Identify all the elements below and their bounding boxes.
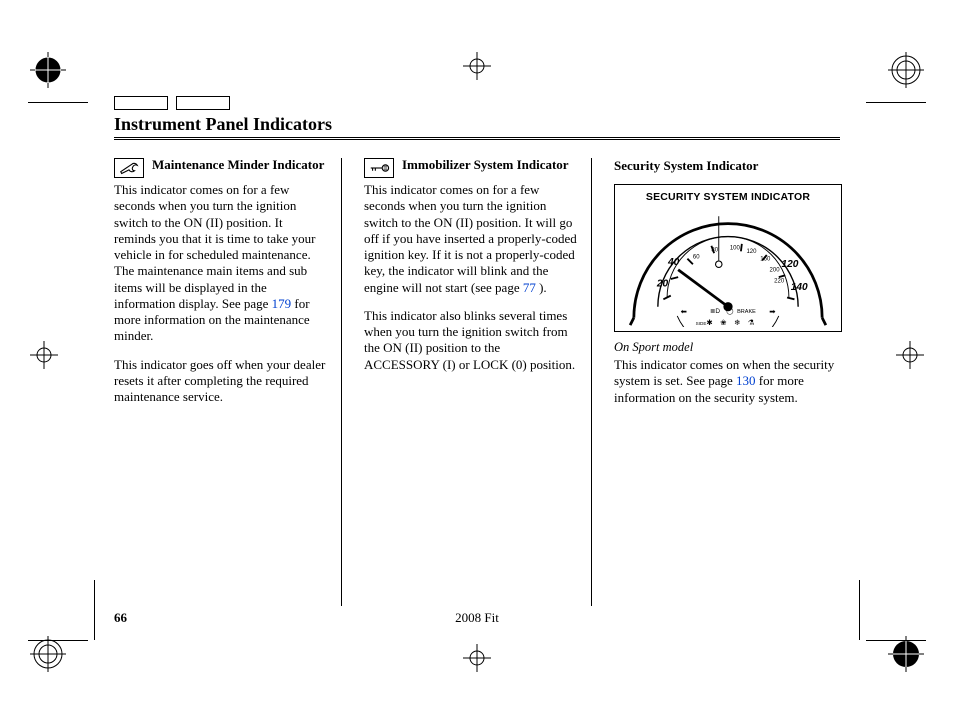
cross-right — [896, 341, 924, 369]
paragraph: This indicator goes off when your dealer… — [114, 357, 327, 406]
paragraph: This indicator comes on when the securit… — [614, 357, 842, 406]
svg-text:≣D: ≣D — [710, 306, 720, 315]
svg-text:120: 120 — [782, 259, 799, 270]
svg-text:⬅: ⬅ — [681, 307, 687, 316]
crop — [866, 102, 926, 103]
text: This indicator comes on for a few second… — [114, 182, 315, 311]
svg-text:60: 60 — [693, 255, 700, 261]
svg-text:✱: ✱ — [706, 318, 712, 327]
crop — [28, 102, 88, 103]
svg-text:➡: ➡ — [769, 307, 775, 316]
section-header: Maintenance Minder Indicator — [114, 158, 327, 178]
section-title: Immobilizer System Indicator — [402, 158, 569, 173]
page-link[interactable]: 130 — [736, 373, 756, 388]
header-box — [114, 96, 168, 110]
svg-text:20: 20 — [656, 278, 669, 289]
speedometer-svg: 20 40 120 140 60 80 100 120 160 200 220 — [619, 207, 837, 327]
rule — [114, 139, 840, 140]
paragraph: This indicator comes on for a few second… — [364, 182, 577, 296]
svg-text:◯: ◯ — [726, 308, 733, 315]
text: This indicator comes on for a few second… — [364, 182, 577, 295]
reg-mark-br — [888, 636, 924, 672]
reg-mark-tr — [888, 52, 924, 88]
crop — [859, 580, 860, 640]
svg-text:220: 220 — [774, 279, 785, 285]
page-link[interactable]: 179 — [272, 296, 292, 311]
reg-mark-bl — [30, 636, 66, 672]
cross-left — [30, 341, 58, 369]
speedometer-figure: SECURITY SYSTEM INDICATOR — [614, 184, 842, 332]
header-box — [176, 96, 230, 110]
on-model-note: On Sport model — [614, 340, 842, 355]
svg-text:❄: ❄ — [734, 318, 740, 327]
svg-text:80: 80 — [711, 247, 718, 253]
svg-text:SIDE: SIDE — [696, 321, 707, 326]
svg-text:200: 200 — [770, 268, 781, 274]
svg-text:BRAKE: BRAKE — [737, 309, 756, 315]
rule — [114, 137, 840, 138]
page: Instrument Panel Indicators Maintenance … — [114, 96, 840, 626]
column-1: Maintenance Minder Indicator This indica… — [114, 158, 342, 606]
section-title: Maintenance Minder Indicator — [152, 158, 324, 173]
footer-model: 2008 Fit — [455, 610, 499, 626]
wrench-icon — [114, 158, 144, 178]
svg-text:160: 160 — [760, 257, 771, 263]
svg-text:140: 140 — [791, 282, 808, 293]
section-title: Security System Indicator — [614, 158, 842, 174]
page-title: Instrument Panel Indicators — [114, 114, 840, 135]
page-link[interactable]: 77 — [523, 280, 536, 295]
cross-bot — [463, 644, 491, 672]
paragraph: This indicator comes on for a few second… — [114, 182, 327, 345]
column-3: Security System Indicator SECURITY SYSTE… — [614, 158, 842, 606]
page-number: 66 — [114, 610, 127, 626]
columns: Maintenance Minder Indicator This indica… — [114, 158, 840, 606]
key-icon — [364, 158, 394, 178]
header-boxes — [114, 96, 840, 110]
text: ). — [539, 280, 547, 295]
reg-mark-tl — [30, 52, 66, 88]
figure-label: SECURITY SYSTEM INDICATOR — [619, 191, 837, 203]
cross-top — [463, 52, 491, 80]
crop — [28, 640, 88, 641]
svg-text:⚗: ⚗ — [748, 318, 755, 327]
column-2: Immobilizer System Indicator This indica… — [364, 158, 592, 606]
svg-text:40: 40 — [667, 257, 680, 268]
section-header: Immobilizer System Indicator — [364, 158, 577, 178]
svg-text:120: 120 — [746, 249, 757, 255]
crop — [94, 580, 95, 640]
crop — [866, 640, 926, 641]
svg-text:100: 100 — [730, 245, 741, 251]
paragraph: This indicator also blinks several times… — [364, 308, 577, 373]
svg-text:❀: ❀ — [720, 318, 726, 327]
